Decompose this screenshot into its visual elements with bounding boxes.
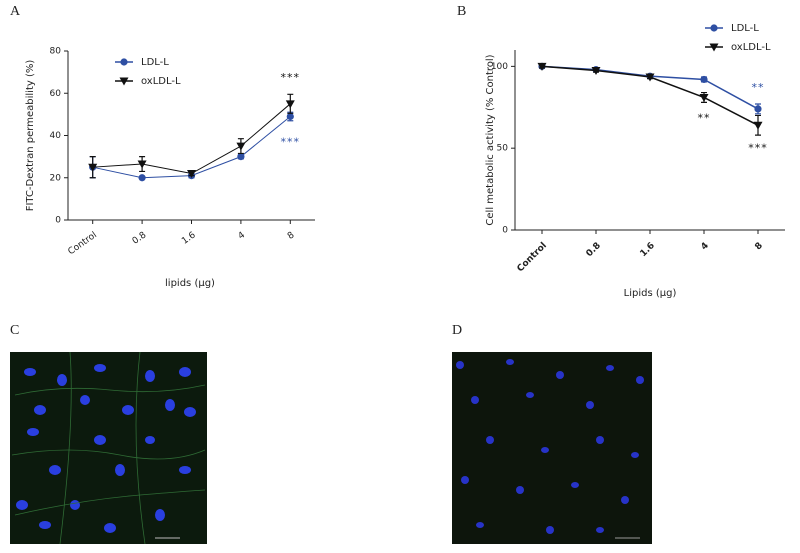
x-tick-label: Control — [516, 241, 549, 274]
nuclei — [16, 364, 196, 533]
marker — [236, 142, 246, 151]
x-axis-title: lipids (µg) — [165, 278, 215, 289]
micrograph — [10, 351, 207, 545]
image-background — [10, 352, 207, 544]
marker — [119, 77, 129, 86]
y-tick-label: 80 — [50, 47, 62, 57]
x-tick-label: 1.6 — [180, 230, 198, 247]
legend-label: LDL-L — [731, 23, 759, 34]
x-tick-label: 8 — [753, 241, 765, 253]
legend-label: oxLDL-L — [141, 76, 181, 87]
y-tick-label: 40 — [50, 131, 62, 141]
marker — [709, 43, 719, 52]
image-background — [452, 352, 652, 544]
marker — [754, 105, 762, 113]
marker — [537, 62, 547, 71]
marker — [120, 58, 128, 66]
marker — [700, 75, 708, 84]
y-axis-title: Cell metabolic activity (% Control) — [485, 54, 496, 225]
legend-label: oxLDL-L — [731, 42, 771, 53]
x-tick-label: Control — [66, 230, 98, 257]
y-tick-label: 20 — [50, 173, 62, 183]
marker — [138, 174, 146, 182]
x-tick-label: 0.8 — [131, 230, 149, 247]
y-tick-label: 100 — [491, 62, 508, 72]
marker — [88, 163, 98, 172]
marker — [237, 153, 245, 161]
marker — [591, 66, 601, 75]
annotation: *** — [281, 135, 301, 148]
y-tick-label: 0 — [502, 226, 508, 236]
x-axis-title: Lipids (µg) — [624, 288, 677, 299]
legend-label: LDL-L — [141, 57, 169, 68]
y-tick-label: 50 — [497, 144, 509, 154]
annotation: ** — [752, 81, 765, 94]
x-tick-label: 0.8 — [585, 241, 603, 259]
line — [92, 116, 291, 179]
panel-label: C — [10, 323, 19, 338]
x-tick-label: 4 — [699, 241, 711, 253]
nuclei — [456, 359, 644, 534]
y-tick-label: 60 — [50, 89, 62, 99]
panel-label: B — [457, 4, 466, 19]
line — [92, 103, 291, 175]
y-axis-title: FITC-Dextran permeability (%) — [25, 60, 36, 212]
membranes — [11, 351, 206, 545]
annotation: ** — [698, 111, 711, 124]
panel-label: D — [452, 323, 462, 338]
marker — [699, 93, 709, 102]
marker — [753, 121, 763, 130]
y-tick-label: 0 — [55, 216, 61, 226]
x-tick-label: 8 — [286, 230, 297, 242]
x-tick-label: 4 — [237, 230, 248, 242]
marker — [137, 160, 147, 169]
micrograph — [452, 352, 652, 544]
panel-label: A — [10, 4, 21, 19]
x-tick-label: 1.6 — [639, 241, 657, 259]
marker — [286, 112, 294, 121]
annotation: *** — [748, 141, 768, 154]
marker — [187, 170, 196, 179]
annotation: *** — [281, 71, 301, 84]
marker — [710, 24, 718, 32]
marker — [645, 73, 655, 82]
marker — [285, 100, 295, 109]
